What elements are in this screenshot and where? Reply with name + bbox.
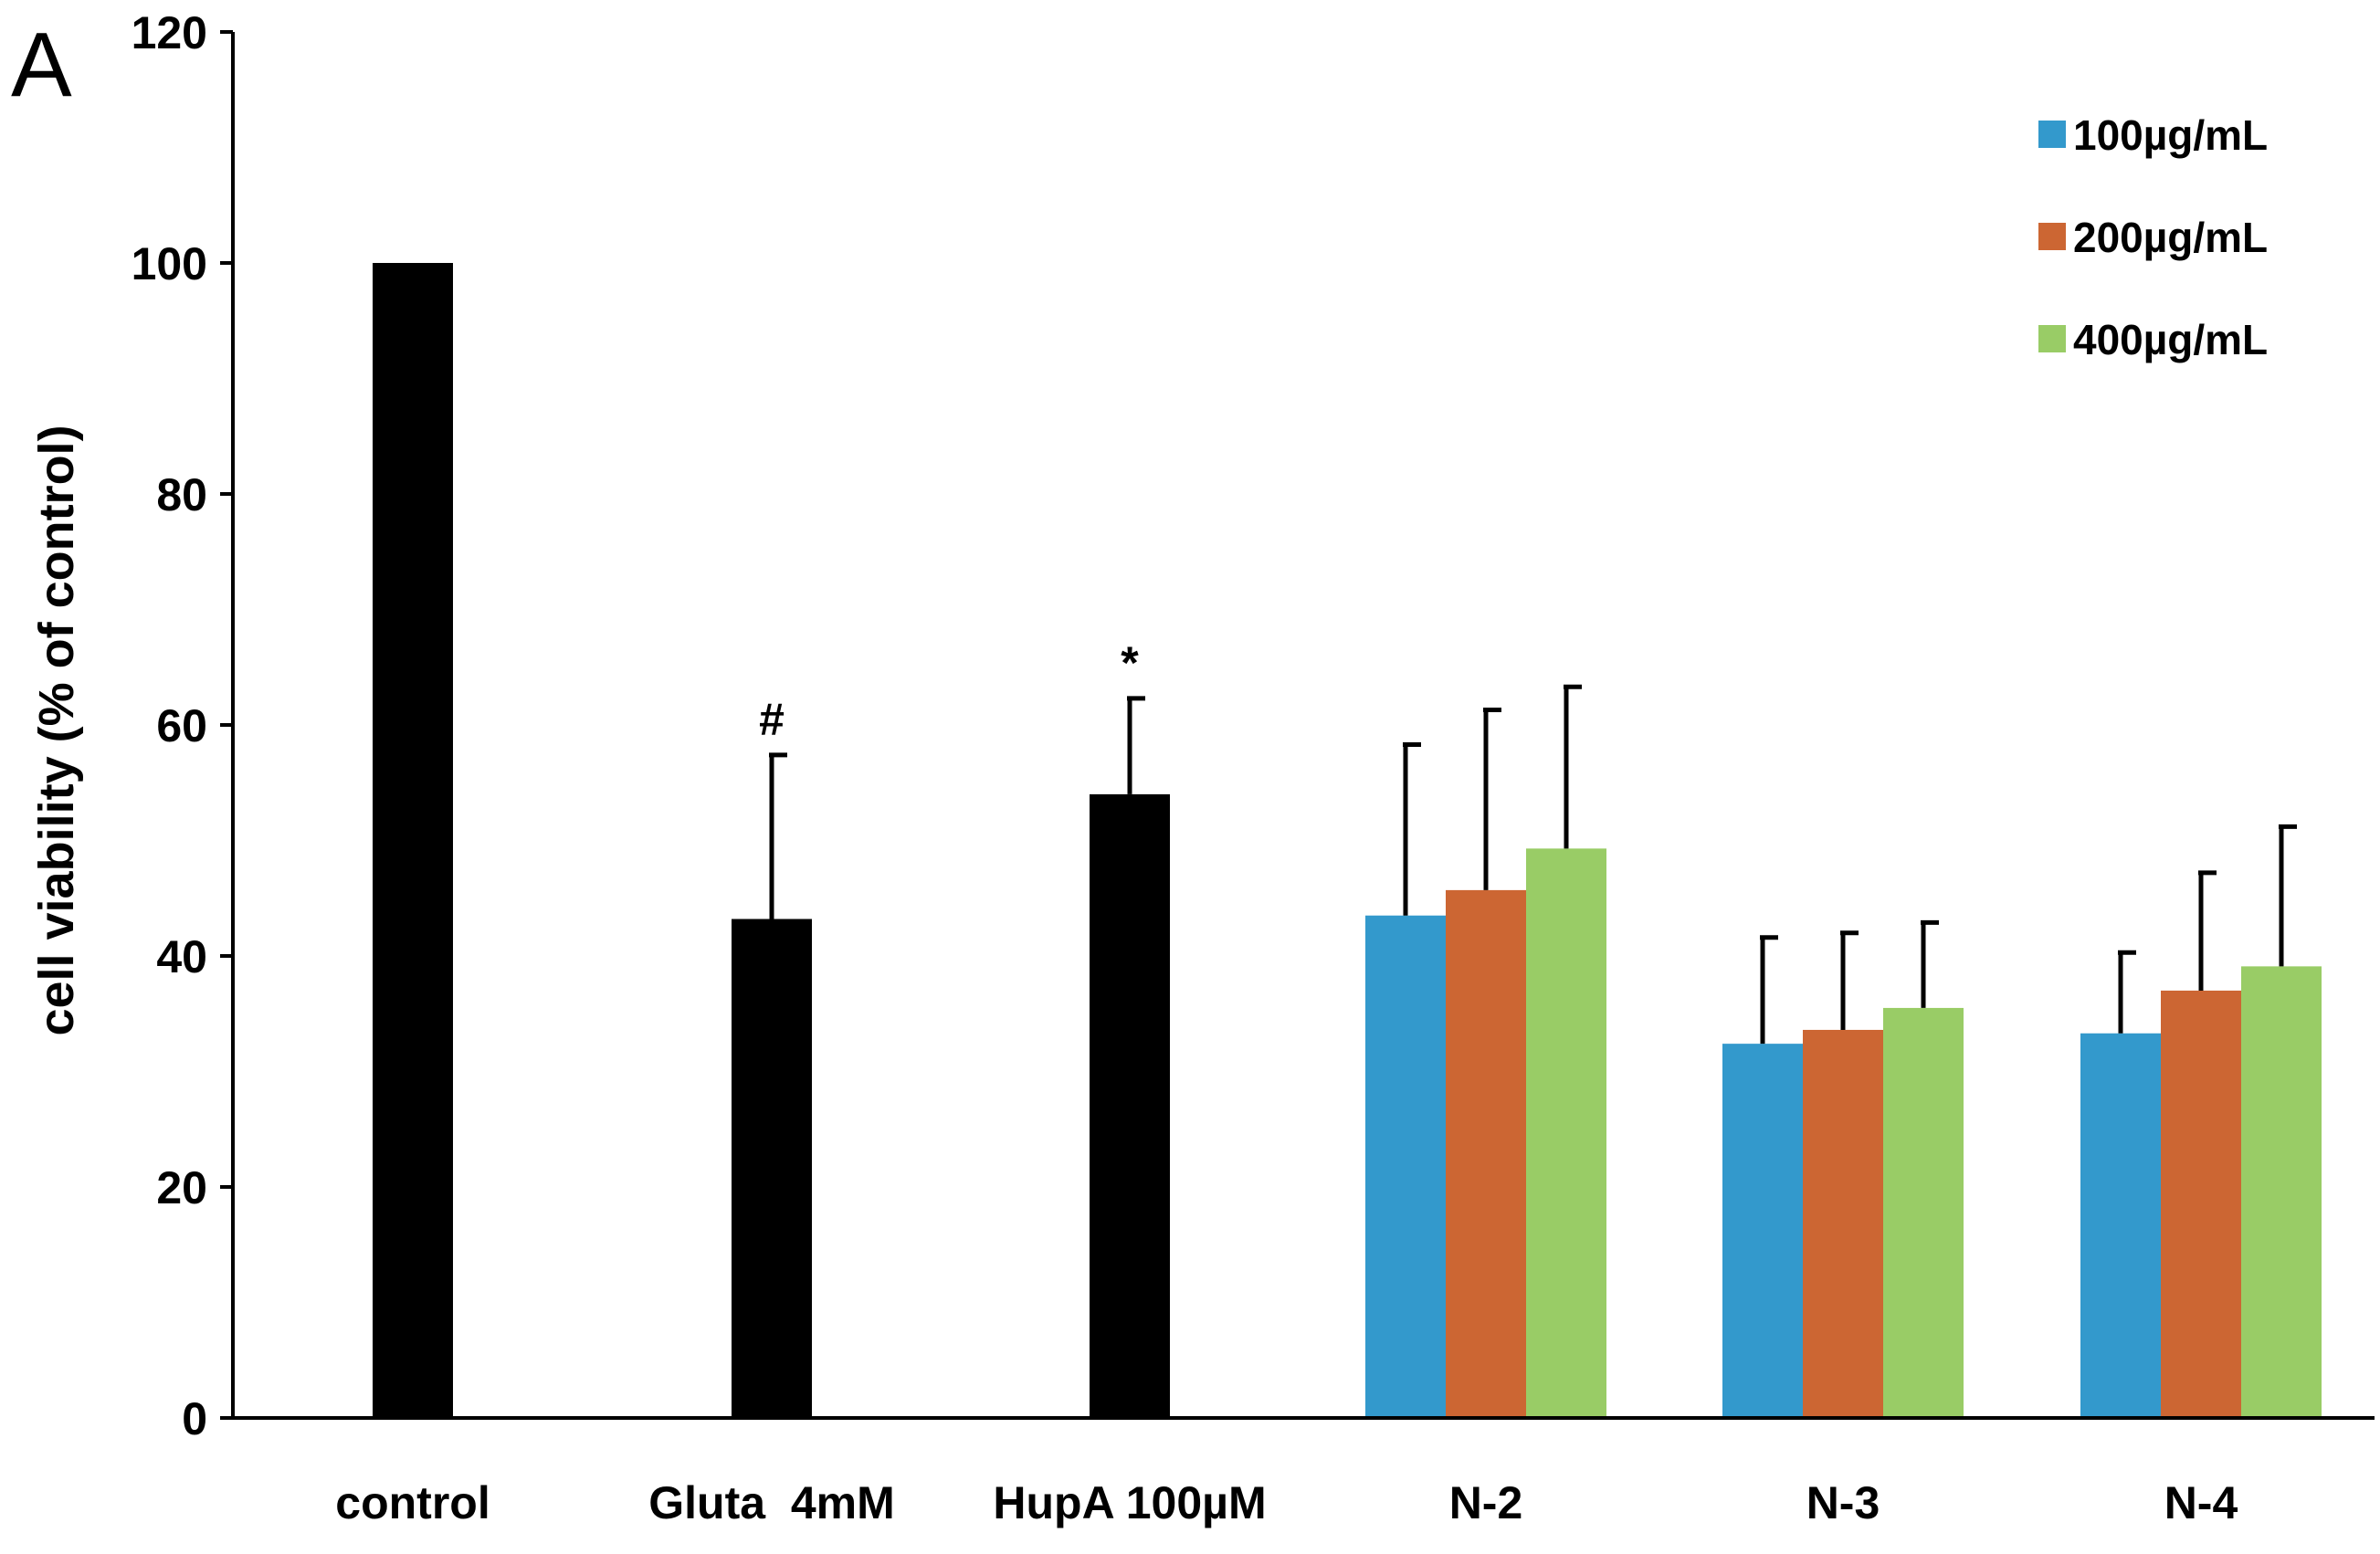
y-tick-label-4: 80 bbox=[156, 469, 207, 520]
y-axis-label: cell viability (% of control) bbox=[29, 425, 84, 1035]
bar-5-1 bbox=[2161, 990, 2241, 1418]
y-tick-label-1: 20 bbox=[156, 1162, 207, 1213]
bar-3-1 bbox=[1446, 889, 1526, 1418]
significance-mark-1: # bbox=[759, 694, 785, 745]
bar-5-0 bbox=[2080, 1033, 2161, 1418]
legend-label-1: 200µg/mL bbox=[2073, 214, 2268, 261]
x-tick-label-3: N-2 bbox=[1449, 1477, 1523, 1528]
bar-2-0 bbox=[1090, 793, 1170, 1418]
y-tick-label-3: 60 bbox=[156, 700, 207, 751]
significance-mark-2: * bbox=[1121, 637, 1139, 688]
legend-swatch-2 bbox=[2038, 325, 2066, 352]
legend-label-2: 400µg/mL bbox=[2073, 316, 2268, 363]
panel-label: A bbox=[11, 14, 72, 116]
bar-3-2 bbox=[1526, 848, 1606, 1418]
y-tick-label-5: 100 bbox=[132, 238, 207, 289]
bars-layer: #* bbox=[373, 263, 2322, 1418]
y-tick-label-6: 120 bbox=[132, 7, 207, 58]
y-tick-label-2: 40 bbox=[156, 931, 207, 982]
bar-4-0 bbox=[1722, 1044, 1803, 1418]
bar-4-1 bbox=[1803, 1029, 1883, 1418]
bar-0-0 bbox=[373, 263, 453, 1418]
bar-1-0 bbox=[732, 919, 812, 1418]
bar-4-2 bbox=[1883, 1007, 1964, 1418]
x-tick-label-2: HupA 100µM bbox=[993, 1477, 1266, 1528]
x-tick-label-4: N-3 bbox=[1806, 1477, 1880, 1528]
bar-5-2 bbox=[2241, 966, 2322, 1418]
legend-swatch-1 bbox=[2038, 223, 2066, 250]
axes-layer: control Gluta 4mM HupA 100µM N-2 N-3 N-4 0 20 40… bbox=[132, 7, 2375, 1528]
x-tick-label-5: N-4 bbox=[2164, 1477, 2238, 1528]
x-tick-label-1: Gluta 4mM bbox=[648, 1477, 894, 1528]
legend-label-0: 100µg/mL bbox=[2073, 111, 2268, 159]
legend: 100µg/mL 200µg/mL 400µg/mL bbox=[2038, 111, 2268, 363]
bar-3-0 bbox=[1365, 915, 1446, 1418]
legend-swatch-0 bbox=[2038, 121, 2066, 148]
y-tick-label-0: 0 bbox=[182, 1393, 207, 1444]
x-tick-label-0: control bbox=[335, 1477, 490, 1528]
